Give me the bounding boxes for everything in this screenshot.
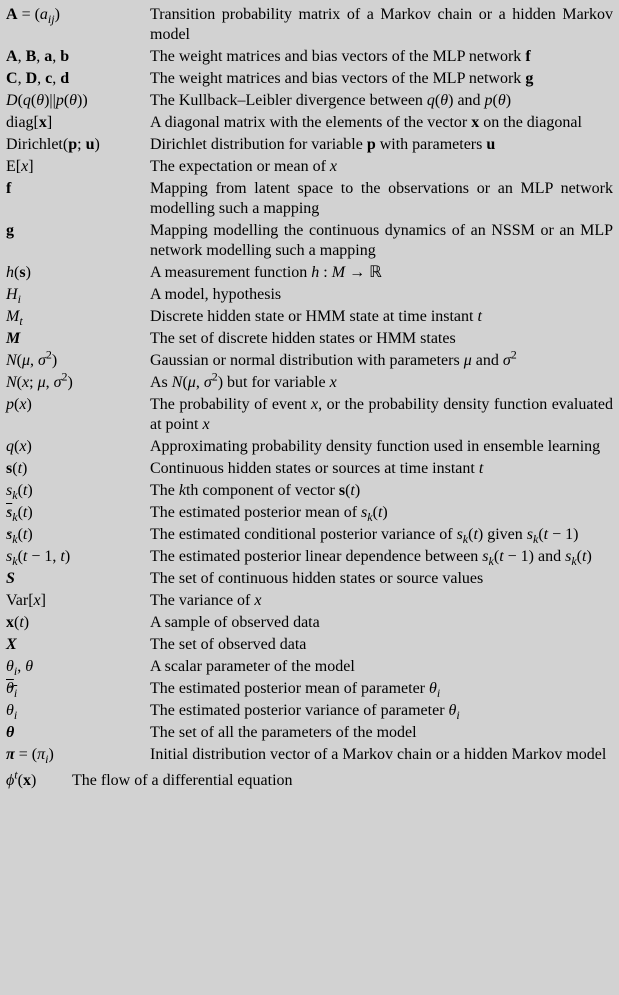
- description-cell: A diagonal matrix with the elements of t…: [150, 112, 613, 134]
- description-cell: As N(μ, σ2) but for variable x: [150, 372, 613, 394]
- table-row: C, D, c, dThe weight matrices and bias v…: [6, 68, 613, 90]
- table-row: sk(t)The estimated posterior mean of sk(…: [6, 502, 613, 524]
- symbol-cell: Dirichlet(p; u): [6, 134, 150, 156]
- table-row: π = (πi)Initial distribution vector of a…: [6, 744, 613, 766]
- table-row: θi, θA scalar parameter of the model: [6, 656, 613, 678]
- description-cell: Initial distribution vector of a Markov …: [150, 744, 613, 766]
- symbol-cell: diag[x]: [6, 112, 150, 134]
- description-cell: The probability of event x, or the proba…: [150, 394, 613, 436]
- symbol-cell: h(s): [6, 262, 150, 284]
- table-row: ˜θiThe estimated posterior variance of p…: [6, 700, 613, 722]
- symbol-cell: A, B, a, b: [6, 46, 150, 68]
- table-row: HiA model, hypothesis: [6, 284, 613, 306]
- table-row: x(t)A sample of observed data: [6, 612, 613, 634]
- table-row: fMapping from latent space to the observ…: [6, 178, 613, 220]
- description-cell: A scalar parameter of the model: [150, 656, 613, 678]
- table-row: A, B, a, bThe weight matrices and bias v…: [6, 46, 613, 68]
- description-cell: The kth component of vector s(t): [150, 480, 613, 502]
- table-row: MtDiscrete hidden state or HMM state at …: [6, 306, 613, 328]
- symbol-cell: p(x): [6, 394, 150, 436]
- description-cell: Approximating probability density functi…: [150, 436, 613, 458]
- table-row: ϕt(x) The flow of a differential equatio…: [6, 770, 613, 792]
- symbol-cell: A = (aij): [6, 4, 150, 46]
- description-cell: The expectation or mean of x: [150, 156, 613, 178]
- notation-table: A = (aij)Transition probability matrix o…: [6, 4, 613, 766]
- table-row: MThe set of discrete hidden states or HM…: [6, 328, 613, 350]
- symbol-cell: C, D, c, d: [6, 68, 150, 90]
- table-row: h(s)A measurement function h : M → ℝ: [6, 262, 613, 284]
- table-row: q(x)Approximating probability density fu…: [6, 436, 613, 458]
- symbol-cell: θ: [6, 722, 150, 744]
- table-row: D(q(θ)||p(θ))The Kullback–Leibler diverg…: [6, 90, 613, 112]
- notation-page: A = (aij)Transition probability matrix o…: [0, 0, 619, 802]
- description-cell: The set of discrete hidden states or HMM…: [150, 328, 613, 350]
- table-row: sk(t)The kth component of vector s(t): [6, 480, 613, 502]
- symbol-cell: x(t): [6, 612, 150, 634]
- table-row: θThe set of all the parameters of the mo…: [6, 722, 613, 744]
- description-cell: The weight matrices and bias vectors of …: [150, 68, 613, 90]
- symbol-cell: Hi: [6, 284, 150, 306]
- symbol-cell: N(x; μ, σ2): [6, 372, 150, 394]
- description-cell: The estimated posterior linear dependenc…: [150, 546, 613, 568]
- description-cell: The estimated posterior mean of sk(t): [150, 502, 613, 524]
- description-cell: Transition probability matrix of a Marko…: [150, 4, 613, 46]
- table-row: A = (aij)Transition probability matrix o…: [6, 4, 613, 46]
- description-cell: The set of observed data: [150, 634, 613, 656]
- description-cell: The set of all the parameters of the mod…: [150, 722, 613, 744]
- description-cell: Continuous hidden states or sources at t…: [150, 458, 613, 480]
- description-cell: The flow of a differential equation: [72, 770, 613, 792]
- description-cell: Mapping from latent space to the observa…: [150, 178, 613, 220]
- table-row: E[x]The expectation or mean of x: [6, 156, 613, 178]
- table-row: N(x; μ, σ2)As N(μ, σ2) but for variable …: [6, 372, 613, 394]
- symbol-cell: Var[x]: [6, 590, 150, 612]
- description-cell: The set of continuous hidden states or s…: [150, 568, 613, 590]
- symbol-cell: Mt: [6, 306, 150, 328]
- description-cell: The estimated posterior mean of paramete…: [150, 678, 613, 700]
- description-cell: A measurement function h : M → ℝ: [150, 262, 613, 284]
- description-cell: Gaussian or normal distribution with par…: [150, 350, 613, 372]
- table-row: s(t)Continuous hidden states or sources …: [6, 458, 613, 480]
- symbol-cell: S: [6, 568, 150, 590]
- description-cell: Discrete hidden state or HMM state at ti…: [150, 306, 613, 328]
- symbol-cell: g: [6, 220, 150, 262]
- description-cell: The estimated posterior variance of para…: [150, 700, 613, 722]
- table-row: SThe set of continuous hidden states or …: [6, 568, 613, 590]
- table-row: N(μ, σ2)Gaussian or normal distribution …: [6, 350, 613, 372]
- symbol-cell: sk(t): [6, 502, 150, 524]
- symbol-cell: X: [6, 634, 150, 656]
- table-row: θiThe estimated posterior mean of parame…: [6, 678, 613, 700]
- description-cell: The estimated conditional posterior vari…: [150, 524, 613, 546]
- table-row: p(x)The probability of event x, or the p…: [6, 394, 613, 436]
- description-cell: The Kullback–Leibler divergence between …: [150, 90, 613, 112]
- table-row: XThe set of observed data: [6, 634, 613, 656]
- symbol-cell: f: [6, 178, 150, 220]
- symbol-cell: sk(t): [6, 480, 150, 502]
- symbol-cell: D(q(θ)||p(θ)): [6, 90, 150, 112]
- table-row: gMapping modelling the continuous dynami…: [6, 220, 613, 262]
- symbol-cell: π = (πi): [6, 744, 150, 766]
- symbol-cell: ˚sk(t): [6, 524, 150, 546]
- description-cell: A model, hypothesis: [150, 284, 613, 306]
- symbol-cell: q(x): [6, 436, 150, 458]
- description-cell: Mapping modelling the continuous dynamic…: [150, 220, 613, 262]
- table-row: Var[x]The variance of x: [6, 590, 613, 612]
- symbol-cell: ϕt(x): [6, 770, 72, 792]
- table-row: ˘sk(t − 1, t)The estimated posterior lin…: [6, 546, 613, 568]
- table-row: diag[x]A diagonal matrix with the elemen…: [6, 112, 613, 134]
- description-cell: The weight matrices and bias vectors of …: [150, 46, 613, 68]
- table-row: Dirichlet(p; u)Dirichlet distribution fo…: [6, 134, 613, 156]
- symbol-cell: ˜θi: [6, 700, 150, 722]
- symbol-cell: θi: [6, 678, 150, 700]
- footer-table: ϕt(x) The flow of a differential equatio…: [6, 770, 613, 792]
- symbol-cell: θi, θ: [6, 656, 150, 678]
- symbol-cell: E[x]: [6, 156, 150, 178]
- description-cell: A sample of observed data: [150, 612, 613, 634]
- table-row: ˚sk(t)The estimated conditional posterio…: [6, 524, 613, 546]
- symbol-cell: ˘sk(t − 1, t): [6, 546, 150, 568]
- symbol-cell: M: [6, 328, 150, 350]
- description-cell: The variance of x: [150, 590, 613, 612]
- description-cell: Dirichlet distribution for variable p wi…: [150, 134, 613, 156]
- symbol-cell: s(t): [6, 458, 150, 480]
- symbol-cell: N(μ, σ2): [6, 350, 150, 372]
